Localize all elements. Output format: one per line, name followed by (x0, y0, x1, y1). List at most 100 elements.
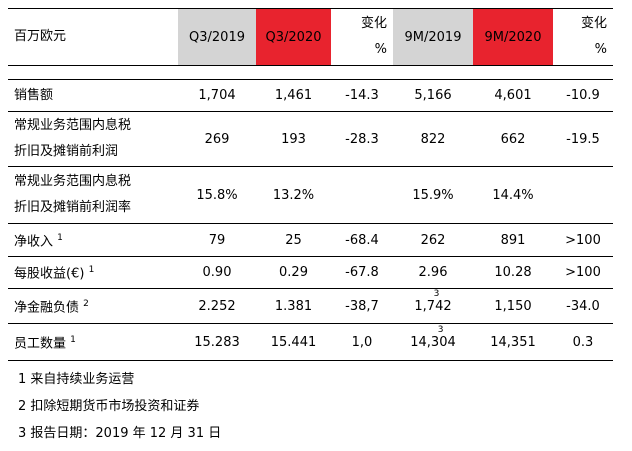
cell-value: 262 (420, 232, 446, 248)
row-label-line: 折旧及摊销前利润 (14, 139, 172, 165)
cell-value: -10.9 (566, 88, 600, 103)
row-label-text: 净收入 (14, 234, 54, 250)
row-label: 净收入 1 (8, 223, 178, 257)
cell: 10.28 (473, 256, 553, 289)
header-text: 变化 (360, 16, 387, 31)
cell-value: 662 (500, 131, 526, 147)
cell: 79 (178, 223, 256, 257)
cell (331, 166, 393, 224)
cell-value: 1,461 (274, 88, 313, 103)
cell-value: 14,304 (410, 334, 456, 350)
cell: -38,7 (331, 288, 393, 324)
spacer-cell (331, 65, 393, 80)
spacer-cell (8, 65, 178, 80)
cell: -10.9 (553, 79, 613, 112)
header-cell: 变化% (553, 8, 613, 66)
row-label: 每股收益(€) 1 (8, 256, 178, 289)
footnotes: 1 来自持续业务运营 2 扣除短期货币市场投资和证券 3 报告日期：2019 年 1… (18, 370, 221, 451)
cell: 15.441 (256, 323, 331, 361)
header-cell: Q3/2020 (256, 8, 331, 66)
financial-table: 百万欧元 Q3/2019 Q3/2020 变化% 9M/2019 9M/2020 变化% 销售… (8, 8, 613, 361)
cell-value: -67.8 (345, 265, 379, 280)
cell-value: -14.3 (345, 88, 379, 103)
cell: 1,742 3 (393, 288, 473, 324)
cell: 0.29 (256, 256, 331, 289)
spacer-row (8, 65, 613, 80)
cell-value: 822 (420, 131, 446, 147)
header-cell: 9M/2020 (473, 8, 553, 66)
header-text: Q3/2019 (189, 29, 245, 45)
cell: -67.8 (331, 256, 393, 289)
spacer-cell (256, 65, 331, 80)
cell-value: -38,7 (345, 298, 379, 314)
cell-value: 10.28 (494, 265, 532, 280)
row-label-text: 每股收益(€) (14, 266, 85, 282)
footnote: 3 报告日期：2019 年 12 月 31 日 (18, 426, 222, 441)
row-label: 净金融负债 2 (8, 288, 178, 324)
header-unit: % (374, 42, 387, 57)
header-label: 百万欧元 (8, 8, 178, 66)
cell-value: 193 (281, 131, 306, 147)
cell-value: 1,0 (351, 334, 373, 350)
cell: 269 (178, 111, 256, 167)
cell-value: 15.283 (194, 334, 240, 350)
cell-note: 3 (433, 288, 440, 299)
data-row: 净金融负债 2 2.252 1.381 -38,7 1,742 3 1,150 -34.0 (8, 288, 613, 324)
row-label: 员工数量 1 (8, 323, 178, 361)
row-note: 1 (70, 334, 76, 345)
cell (553, 166, 613, 224)
cell: 193 (256, 111, 331, 167)
cell-value: 0.90 (202, 265, 232, 280)
cell: >100 (553, 223, 613, 257)
cell: 15.283 (178, 323, 256, 361)
row-label-line: 每股收益(€) 1 (14, 257, 172, 287)
cell: >100 (553, 256, 613, 289)
cell-value: 1,742 (414, 298, 452, 314)
row-label-text: 销售额 (14, 87, 54, 103)
cell: 0.90 (178, 256, 256, 289)
header-cell: Q3/2019 (178, 8, 256, 66)
cell: -14.3 (331, 79, 393, 112)
cell-value: 0.29 (279, 265, 308, 280)
row-label-text: 折旧及摊销前利润 (14, 144, 119, 159)
cell-value: 14,351 (490, 334, 536, 350)
cell: 25 (256, 223, 331, 257)
cell: 2.252 (178, 288, 256, 324)
cell: 662 (473, 111, 553, 167)
header-text: 9M/2020 (484, 29, 542, 45)
cell-value: -19.5 (566, 131, 600, 147)
cell: 262 (393, 223, 473, 257)
data-row: 常规业务范围内息税 折旧及摊销前利润率 15.8% 13.2% 15.9% 14.4% (8, 166, 613, 224)
row-label-text: 折旧及摊销前利润率 (14, 200, 132, 215)
row-label-text: 员工数量 (14, 336, 67, 352)
header-cell: 变化% (331, 8, 393, 66)
cell-value: 1.381 (274, 298, 313, 314)
row-note: 1 (57, 232, 63, 243)
data-row: 常规业务范围内息税 折旧及摊销前利润 269 193 -28.3 822 662 -19.5 (8, 111, 613, 167)
cell-value: 15.8% (196, 187, 238, 203)
row-label-line: 净收入 1 (14, 225, 172, 255)
cell-value: 1,704 (198, 88, 236, 103)
cell-value: 13.2% (272, 187, 315, 203)
data-row: 净收入 1 79 25 -68.4 262 891 >100 (8, 223, 613, 257)
row-label: 常规业务范围内息税 折旧及摊销前利润 (8, 111, 178, 167)
spacer-cell (473, 65, 553, 80)
header-row: 百万欧元 Q3/2019 Q3/2020 变化% 9M/2019 9M/2020 变化% (8, 8, 613, 66)
cell: 0.3 (553, 323, 613, 361)
cell-value: 891 (500, 232, 526, 248)
cell: 14.4% (473, 166, 553, 224)
header-cell: 9M/2019 (393, 8, 473, 66)
cell: 1,0 (331, 323, 393, 361)
cell: 822 (393, 111, 473, 167)
cell: 4,601 (473, 79, 553, 112)
row-label-line: 员工数量 1 (14, 327, 172, 357)
cell-value: 14.4% (492, 187, 534, 203)
cell: 1,704 (178, 79, 256, 112)
cell-value: >100 (565, 265, 601, 280)
row-label-line: 净金融负债 2 (14, 291, 172, 321)
cell: 14,304 3 (393, 323, 473, 361)
row-label-line: 常规业务范围内息税 (14, 169, 172, 195)
cell: 891 (473, 223, 553, 257)
data-row: 销售额 1,704 1,461 -14.3 5,166 4,601 -10.9 (8, 79, 613, 112)
